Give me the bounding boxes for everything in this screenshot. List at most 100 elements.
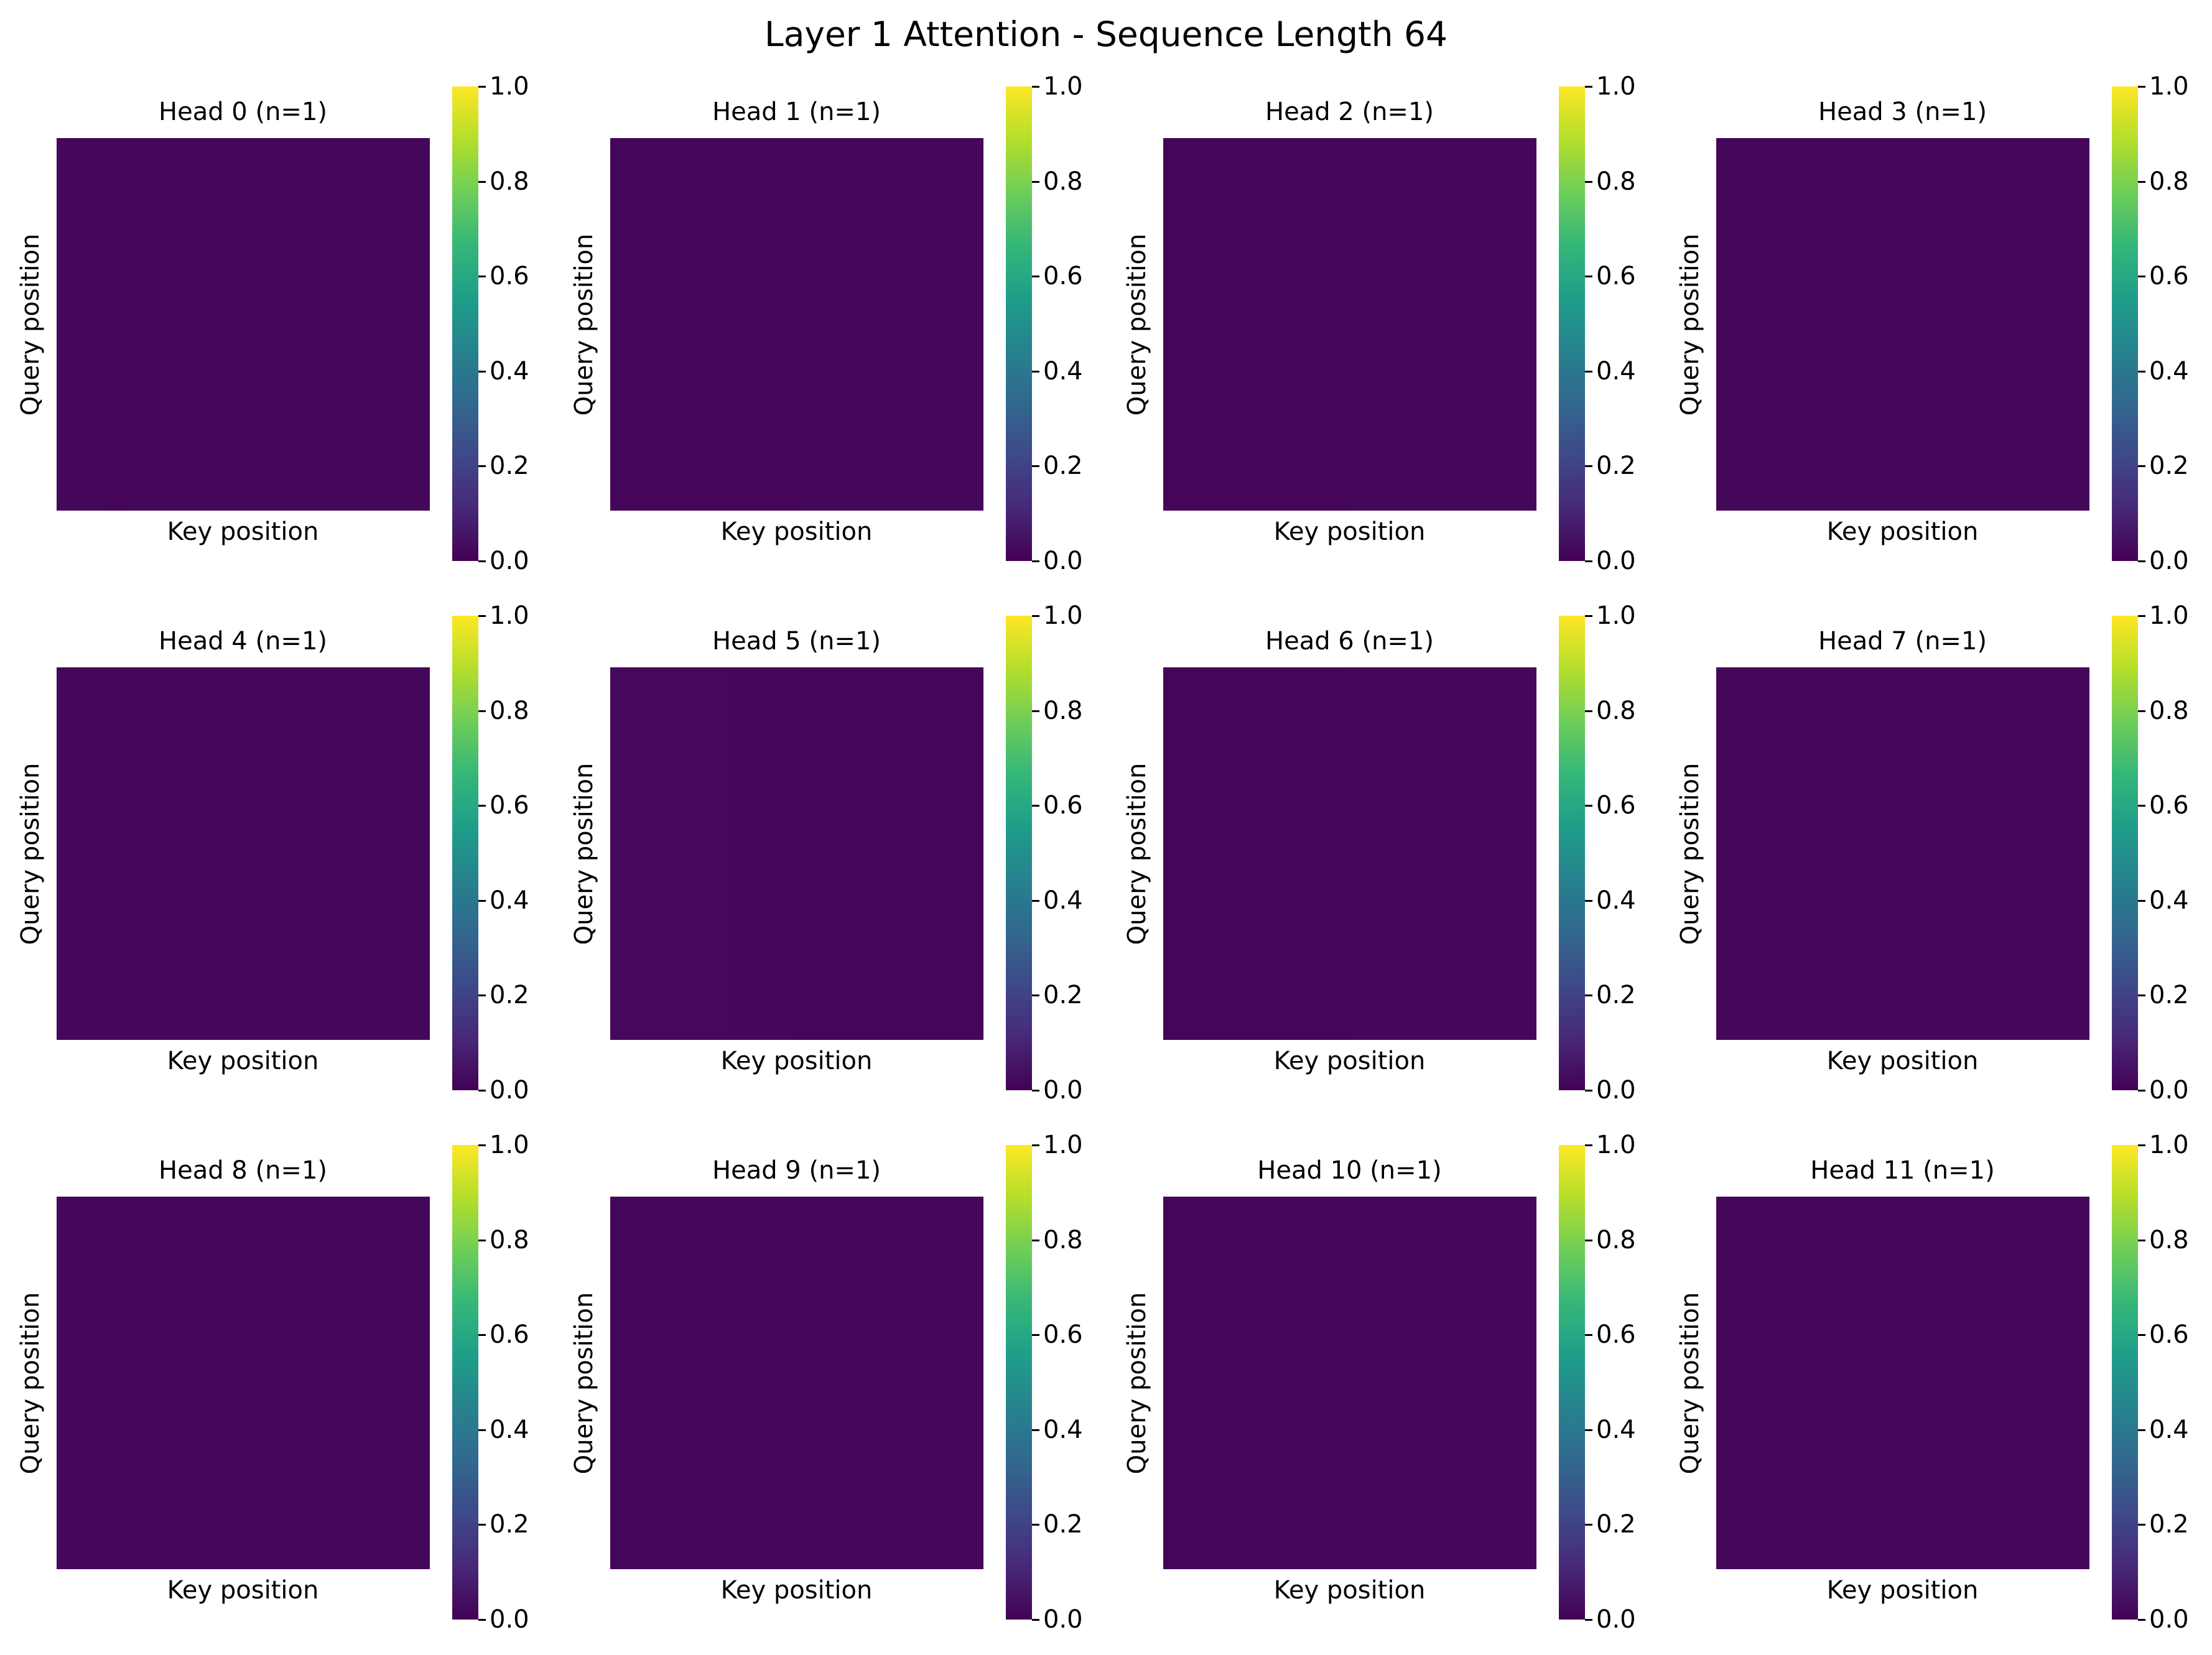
heatmap-key-band — [1856, 138, 1880, 511]
colorbar-tick — [2138, 1429, 2145, 1431]
colorbar-tick — [1585, 615, 1592, 617]
colorbar-tick — [478, 86, 486, 88]
heatmap-key-band — [266, 1197, 290, 1569]
heatmap-key-band — [1972, 667, 1996, 1040]
heatmap-key-band — [1489, 138, 1513, 511]
colorbar-tick — [2138, 899, 2145, 902]
heatmap-key-band — [1786, 138, 1810, 511]
heatmap-title: Head 7 (n=1) — [1818, 627, 1987, 656]
heatmap-key-band — [266, 667, 290, 1040]
attention-heatmap — [1163, 667, 1536, 1040]
heatmap-key-band — [1372, 667, 1396, 1040]
colorbar-tick — [1585, 1090, 1592, 1092]
heatmap-key-band — [359, 138, 383, 511]
x-axis-label: Key position — [1273, 1047, 1426, 1075]
colorbar-tick-label: 1.0 — [1043, 601, 1083, 630]
heatmap-key-band — [1256, 138, 1280, 511]
heatmap-key-band — [1739, 1197, 1764, 1569]
colorbar-tick-label: 0.8 — [2149, 696, 2189, 725]
colorbar-tick — [2138, 1090, 2145, 1092]
colorbar-tick-label: 0.8 — [490, 1225, 529, 1254]
colorbar-tick-label: 1.0 — [1596, 601, 1636, 630]
heatmap-title: Head 4 (n=1) — [159, 627, 327, 656]
colorbar-tick — [1032, 1239, 1039, 1241]
colorbar-tick-label: 0.4 — [490, 1415, 529, 1444]
colorbar-tick — [1585, 86, 1592, 88]
colorbar-tick — [478, 276, 486, 278]
heatmap-key-band — [1856, 667, 1880, 1040]
colorbar-tick-label: 0.6 — [1596, 1320, 1636, 1350]
colorbar-tick — [1032, 899, 1039, 902]
colorbar-tick — [1032, 710, 1039, 712]
colorbar-tick-label: 1.0 — [490, 601, 529, 630]
heatmap-key-band — [959, 138, 983, 511]
colorbar-tick — [1032, 465, 1039, 468]
colorbar-tick — [1032, 615, 1039, 617]
colorbar — [1559, 86, 1585, 561]
heatmap-key-band — [1925, 667, 1949, 1040]
colorbar-tick-label: 0.0 — [490, 1605, 529, 1634]
colorbar-tick-label: 0.2 — [1043, 452, 1083, 481]
heatmap-key-band — [1716, 667, 1740, 1040]
heatmap-key-band — [959, 667, 983, 1040]
heatmap-key-band — [680, 138, 704, 511]
heatmap-key-band — [750, 1197, 774, 1569]
attention-heatmap — [610, 1197, 983, 1569]
heatmap-key-band — [1879, 1197, 1903, 1569]
heatmap-key-band — [266, 138, 290, 511]
y-axis-label: Query position — [570, 1292, 598, 1474]
heatmap-key-band — [703, 138, 727, 511]
colorbar-tick-label: 0.0 — [490, 1076, 529, 1105]
y-axis-label: Query position — [1123, 763, 1151, 945]
attention-heatmap — [1716, 138, 2089, 511]
colorbar-tick — [1585, 1239, 1592, 1241]
heatmap-key-band — [1280, 1197, 1304, 1569]
colorbar-tick — [1585, 899, 1592, 902]
heatmap-key-band — [1186, 1197, 1211, 1569]
heatmap-key-band — [866, 1197, 890, 1569]
heatmap-key-band — [936, 138, 960, 511]
colorbar-tick-label: 1.0 — [1596, 72, 1636, 101]
heatmap-key-band — [703, 1197, 727, 1569]
heatmap-key-band — [1972, 1197, 1996, 1569]
colorbar-tick-label: 0.8 — [1596, 1225, 1636, 1254]
colorbar-tick-label: 0.2 — [1596, 1510, 1636, 1539]
colorbar-tick-label: 1.0 — [2149, 1131, 2189, 1159]
heatmap-key-band — [1786, 667, 1810, 1040]
heatmap-key-band — [126, 1197, 151, 1569]
colorbar-tick — [478, 1090, 486, 1092]
colorbar — [1006, 1145, 1032, 1620]
heatmap-key-band — [1833, 667, 1857, 1040]
heatmap-key-band — [1186, 667, 1211, 1040]
heatmap-key-band — [1856, 1197, 1880, 1569]
colorbar-tick-label: 0.0 — [2149, 1076, 2189, 1105]
heatmap-key-band — [843, 667, 867, 1040]
colorbar-tick-label: 0.8 — [1596, 167, 1636, 196]
heatmap-key-band — [173, 667, 197, 1040]
heatmap-key-band — [1902, 667, 1926, 1040]
x-axis-label: Key position — [720, 517, 873, 546]
heatmap-key-band — [1396, 667, 1420, 1040]
colorbar-tick-label: 0.8 — [490, 696, 529, 725]
heatmap-key-band — [633, 1197, 658, 1569]
heatmap-key-band — [1233, 138, 1257, 511]
colorbar-tick-label: 0.2 — [2149, 452, 2189, 481]
heatmap-key-band — [1419, 667, 1443, 1040]
heatmap-key-band — [703, 667, 727, 1040]
heatmap-key-band — [2019, 138, 2043, 511]
colorbar-tick-label: 0.8 — [1043, 1225, 1083, 1254]
colorbar-tick-label: 0.8 — [1596, 696, 1636, 725]
heatmap-key-band — [359, 1197, 383, 1569]
heatmap-key-band — [727, 667, 751, 1040]
colorbar-tick — [478, 615, 486, 617]
heatmap-key-band — [727, 138, 751, 511]
heatmap-key-band — [1233, 667, 1257, 1040]
colorbar-tick — [2138, 1619, 2145, 1621]
colorbar-tick — [1032, 994, 1039, 997]
heatmap-key-band — [1419, 1197, 1443, 1569]
x-axis-label: Key position — [1826, 1047, 1979, 1075]
heatmap-key-band — [1489, 1197, 1513, 1569]
colorbar-tick — [1585, 1429, 1592, 1431]
heatmap-title: Head 9 (n=1) — [712, 1156, 881, 1185]
attention-heatmap — [610, 138, 983, 511]
